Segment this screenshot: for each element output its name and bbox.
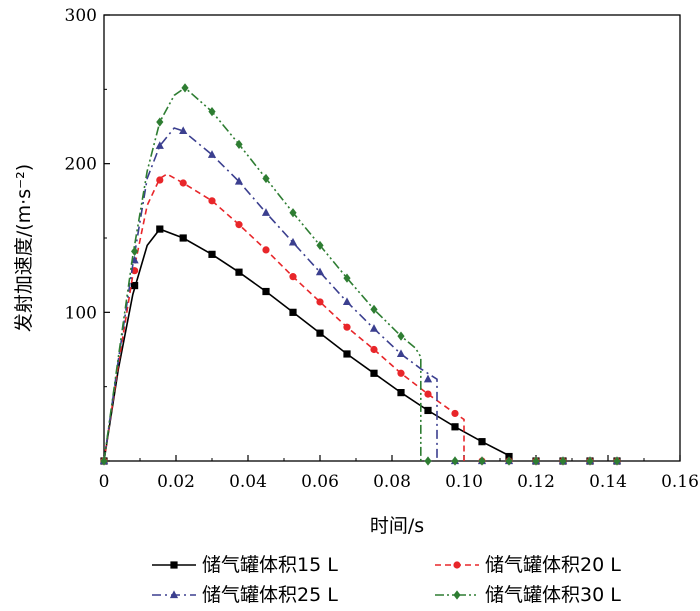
data-point: [532, 456, 540, 466]
data-point: [289, 273, 297, 281]
data-point: [179, 179, 187, 187]
data-point: [559, 456, 567, 466]
data-point: [478, 438, 486, 446]
y-tick-label: 100: [65, 303, 97, 323]
data-point: [315, 267, 325, 276]
data-point: [423, 374, 433, 383]
series-3: [99, 126, 622, 465]
data-point: [316, 298, 324, 306]
data-point: [179, 234, 187, 242]
data-point: [179, 126, 188, 135]
data-point: [156, 176, 164, 184]
legend-item-4: 储气罐体积30 L: [435, 584, 621, 606]
series-4: [100, 83, 621, 466]
legend-label: 储气罐体积20 L: [485, 554, 621, 576]
data-point: [261, 208, 271, 216]
data-point: [155, 141, 164, 149]
series-layer: [99, 83, 622, 466]
x-axis-title: 时间/s: [370, 515, 424, 537]
data-point: [100, 456, 108, 466]
data-point: [451, 423, 459, 431]
data-point: [424, 456, 432, 466]
data-point: [316, 329, 324, 337]
data-point: [342, 297, 352, 306]
data-point: [262, 287, 270, 296]
data-point: [397, 331, 405, 341]
legend-marker: [453, 590, 461, 600]
data-point: [451, 456, 459, 466]
x-tick-label: 0.04: [229, 472, 267, 492]
y-axis-title: 发射加速度/(m·s⁻²): [13, 164, 35, 332]
data-point: [369, 324, 379, 332]
plot-frame: [103, 14, 681, 462]
data-point: [156, 117, 164, 127]
x-tick-label: 0.14: [589, 472, 627, 492]
data-point: [343, 350, 351, 358]
series-line: [103, 86, 422, 462]
data-point: [343, 323, 351, 331]
series-1: [100, 225, 621, 465]
x-tick-label: 0.12: [517, 472, 555, 492]
data-point: [262, 173, 270, 184]
data-point: [235, 221, 243, 229]
data-point: [370, 369, 378, 377]
data-point: [397, 369, 405, 377]
data-point: [181, 83, 189, 93]
data-point: [234, 176, 244, 185]
legend-marker: [170, 561, 178, 569]
x-tick-label: 0: [99, 472, 110, 492]
data-point: [586, 456, 594, 466]
data-point: [207, 150, 217, 158]
legend-label: 储气罐体积15 L: [202, 554, 338, 576]
data-point: [289, 208, 297, 218]
legend-item-2: 储气罐体积20 L: [435, 554, 621, 576]
data-point: [396, 349, 406, 358]
data-point: [262, 246, 270, 254]
x-tick-label: 0.16: [661, 472, 699, 492]
axes: 0 0.02 0.04 0.06 0.08 0.10 0.12 0.14 0.16 100 200 3…: [65, 6, 699, 492]
data-point: [397, 389, 405, 397]
legend-item-1: 储气罐体积15 L: [152, 554, 338, 576]
data-point: [208, 197, 216, 205]
data-point: [235, 139, 243, 149]
data-point: [424, 406, 432, 415]
data-point: [370, 304, 378, 314]
legend-marker: [169, 590, 179, 599]
data-point: [613, 456, 621, 466]
data-point: [208, 250, 216, 258]
data-point: [131, 246, 139, 256]
x-tick-label: 0.06: [301, 472, 339, 492]
data-point: [424, 390, 432, 398]
data-point: [451, 409, 459, 418]
x-tick-label: 0.10: [445, 472, 483, 492]
data-point: [343, 273, 351, 283]
y-tick-label: 300: [65, 6, 97, 26]
legend: 储气罐体积15 L 储气罐体积20 L 储气罐体积25 L 储气罐体积30 L: [152, 554, 621, 606]
data-point: [208, 107, 216, 117]
data-point: [505, 456, 513, 466]
series-line: [103, 228, 512, 462]
data-point: [156, 225, 164, 233]
data-point: [289, 308, 297, 316]
x-tick-label: 0.02: [157, 472, 195, 492]
series-2: [100, 173, 621, 465]
data-point: [370, 345, 378, 354]
x-tick-label: 0.08: [373, 472, 411, 492]
legend-marker: [453, 561, 461, 569]
legend-label: 储气罐体积25 L: [202, 584, 338, 606]
legend-label: 储气罐体积30 L: [485, 584, 621, 606]
y-tick-label: 200: [65, 155, 97, 175]
data-point: [235, 268, 243, 276]
series-line: [103, 173, 465, 462]
legend-item-3: 储气罐体积25 L: [152, 584, 338, 606]
data-point: [288, 237, 298, 246]
data-point: [478, 456, 486, 466]
data-point: [316, 240, 324, 251]
data-point: [131, 281, 139, 290]
